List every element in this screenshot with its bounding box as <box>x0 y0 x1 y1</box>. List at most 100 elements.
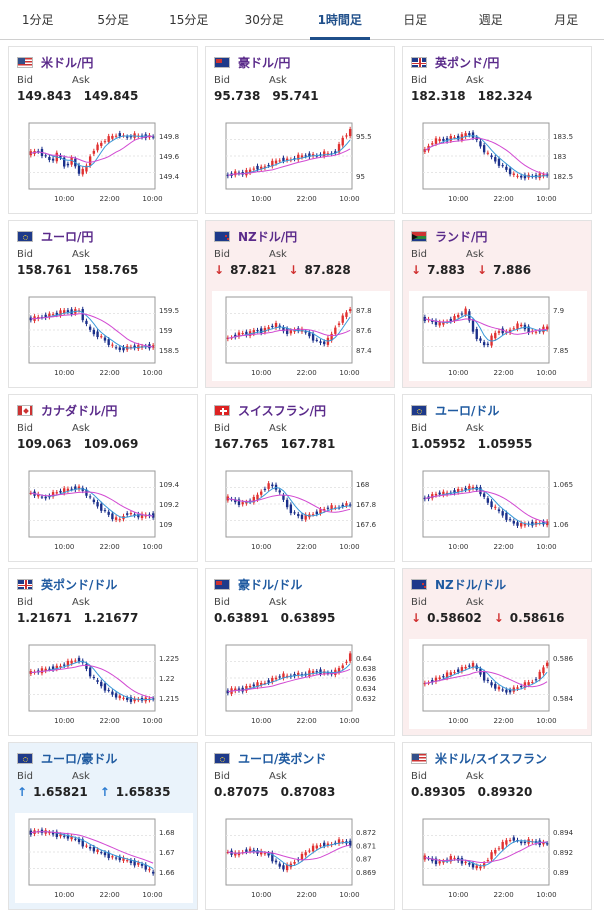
tab-1[interactable]: 5分足 <box>97 13 130 27</box>
pair-name[interactable]: ランド/円 <box>435 229 488 244</box>
pair-name[interactable]: ユーロ/円 <box>41 229 94 244</box>
y-tick-label: 149.6 <box>159 153 180 161</box>
bid-value: 1.21671 <box>17 611 72 625</box>
mini-chart[interactable]: 0.586 0.584 10:00 22:00 10:00 <box>409 639 587 729</box>
pair-name[interactable]: カナダドル/円 <box>41 403 118 418</box>
direction-arrow-icon: ↓ <box>411 263 422 277</box>
tab-6[interactable]: 週足 <box>478 13 503 27</box>
candle <box>103 337 107 341</box>
bid-value: 95.738 <box>214 89 261 103</box>
rate-card[interactable]: 英ポンド/ドル Bid Ask 1.21671 1.21677 1.225 1.22 1.21… <box>8 568 198 736</box>
candle <box>300 674 304 676</box>
rate-card[interactable]: スイスフラン/円 Bid Ask 167.765 167.781 168 167.8 167.… <box>205 394 395 562</box>
rate-card[interactable]: ランド/円 Bid Ask ↓ 7.883 ↓ 7.886 7.9 7.85 10:00 22:00… <box>402 220 592 388</box>
candle <box>100 336 103 338</box>
candle <box>263 328 267 333</box>
mini-chart[interactable]: 159.5 159 158.5 10:00 22:00 10:00 <box>15 291 193 381</box>
mini-chart[interactable]: 109.4 109.2 109 10:00 22:00 10:00 <box>15 465 193 555</box>
flag-icon <box>411 578 427 590</box>
candle <box>471 486 475 489</box>
rate-card[interactable]: ユーロ/豪ドル Bid Ask ↑ 1.65821 ↑ 1.65835 1.68 1.67 1.6… <box>8 742 198 910</box>
flag-icon <box>214 404 230 416</box>
pair-name[interactable]: 豪ドル/円 <box>238 55 291 70</box>
candle <box>497 686 501 690</box>
mini-chart[interactable]: 1.065 1.06 10:00 22:00 10:00 <box>409 465 587 555</box>
x-tick-label: 22:00 <box>494 195 514 203</box>
x-tick-label: 10:00 <box>54 891 74 899</box>
mini-chart[interactable]: 87.8 87.6 87.4 10:00 22:00 10:00 <box>212 291 390 381</box>
pair-name[interactable]: 英ポンド/ドル <box>41 577 118 592</box>
long-ma-line <box>227 668 351 693</box>
y-tick-label: 0.638 <box>356 665 376 673</box>
ask-label: Ask <box>269 597 287 608</box>
y-tick-label: 109 <box>159 521 172 529</box>
rate-card[interactable]: 米ドル/円 Bid Ask 149.843 149.845 149.8 149.6 149.4… <box>8 46 198 214</box>
rate-card[interactable]: 豪ドル/円 Bid Ask 95.738 95.741 95.5 95 10:00 22:00 1… <box>205 46 395 214</box>
ask-value: 182.324 <box>477 89 533 103</box>
pair-name[interactable]: 米ドル/円 <box>41 55 94 70</box>
candle <box>271 677 274 683</box>
tab-5[interactable]: 日足 <box>403 13 428 27</box>
mini-chart[interactable]: 0.872 0.871 0.87 0.869 10:00 22:00 10:00 <box>212 813 390 903</box>
rate-card[interactable]: NZドル/ドル Bid Ask ↓ 0.58602 ↓ 0.58616 0.586 0.584 1… <box>402 568 592 736</box>
rate-card[interactable]: NZドル/円 Bid Ask ↓ 87.821 ↓ 87.828 87.8 87.6 87.4 10… <box>205 220 395 388</box>
pair-name[interactable]: ユーロ/英ポンド <box>238 751 327 766</box>
candle <box>271 325 274 328</box>
candle <box>323 842 326 846</box>
pair-name[interactable]: ユーロ/ドル <box>435 403 500 418</box>
mini-chart[interactable]: 168 167.8 167.6 10:00 22:00 10:00 <box>212 465 390 555</box>
tab-4[interactable]: 1時間足 <box>302 0 378 40</box>
tab-2[interactable]: 15分足 <box>169 13 209 27</box>
rate-card[interactable]: 米ドル/スイスフラン Bid Ask 0.89305 0.89320 0.894 0.892… <box>402 742 592 910</box>
candle <box>103 683 107 691</box>
rate-card[interactable]: ユーロ/ドル Bid Ask 1.05952 1.05955 1.065 1.06 10:00… <box>402 394 592 562</box>
pair-name[interactable]: NZドル/ドル <box>435 577 507 592</box>
candle <box>252 330 255 334</box>
candle <box>520 841 523 844</box>
pair-name[interactable]: 豪ドル/ドル <box>238 577 303 592</box>
pair-name[interactable]: NZドル/円 <box>238 229 298 244</box>
rate-card[interactable]: 豪ドル/ドル Bid Ask 0.63891 0.63895 0.64 0.638 0.636… <box>205 568 395 736</box>
bid-value: 0.89305 <box>411 785 466 799</box>
tab-3[interactable]: 30分足 <box>244 13 284 27</box>
y-tick-label: 1.22 <box>159 675 175 683</box>
mini-chart[interactable]: 0.64 0.638 0.636 0.634 0.632 10:00 22:00 10:00 <box>212 639 390 729</box>
long-ma-line <box>30 491 154 517</box>
price-labels: Bid Ask <box>403 249 591 260</box>
ask-label: Ask <box>466 597 484 608</box>
y-tick-label: 1.67 <box>159 849 175 857</box>
mini-chart[interactable]: 7.9 7.85 10:00 22:00 10:00 <box>409 291 587 381</box>
rate-card[interactable]: 英ポンド/円 Bid Ask 182.318 182.324 183.5 183 182.5 1… <box>402 46 592 214</box>
mini-chart[interactable]: 183.5 183 182.5 10:00 22:00 10:00 <box>409 117 587 207</box>
candle <box>55 312 58 315</box>
pair-name[interactable]: 英ポンド/円 <box>435 55 500 70</box>
tab-0[interactable]: 1分足 <box>21 13 54 27</box>
candle <box>330 333 333 341</box>
candle <box>486 498 490 503</box>
candle <box>431 143 434 145</box>
mini-chart[interactable]: 0.894 0.892 0.89 10:00 22:00 10:00 <box>409 813 587 903</box>
rate-card[interactable]: カナダドル/円 Bid Ask 109.063 109.069 109.4 109.2 109… <box>8 394 198 562</box>
pair-name[interactable]: スイスフラン/円 <box>238 403 327 418</box>
bid-label: Bid <box>17 597 33 608</box>
mini-chart[interactable]: 95.5 95 10:00 22:00 10:00 <box>212 117 390 207</box>
candle <box>442 861 445 863</box>
mini-chart[interactable]: 149.8 149.6 149.4 10:00 22:00 10:00 <box>15 117 193 207</box>
short-ma-line <box>424 135 548 177</box>
rate-card[interactable]: ユーロ/英ポンド Bid Ask 0.87075 0.87083 0.872 0.871 0.… <box>205 742 395 910</box>
candle <box>482 145 486 153</box>
candle <box>278 160 281 162</box>
pair-name[interactable]: ユーロ/豪ドル <box>41 751 118 766</box>
candle <box>114 693 118 698</box>
y-tick-label: 95.5 <box>356 133 372 141</box>
candle <box>308 670 311 676</box>
mini-chart[interactable]: 1.68 1.67 1.66 10:00 22:00 10:00 <box>15 813 193 903</box>
candle <box>114 135 118 137</box>
flag-icon <box>214 230 230 242</box>
candle <box>267 327 270 330</box>
tab-7[interactable]: 月足 <box>554 13 579 27</box>
rate-card[interactable]: ユーロ/円 Bid Ask 158.761 158.765 159.5 159 158.5 10… <box>8 220 198 388</box>
candle <box>260 491 263 495</box>
pair-name[interactable]: 米ドル/スイスフラン <box>435 751 548 766</box>
mini-chart[interactable]: 1.225 1.22 1.215 10:00 22:00 10:00 <box>15 639 193 729</box>
